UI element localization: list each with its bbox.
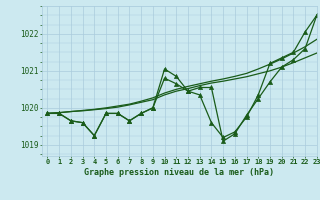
X-axis label: Graphe pression niveau de la mer (hPa): Graphe pression niveau de la mer (hPa) xyxy=(84,168,274,177)
